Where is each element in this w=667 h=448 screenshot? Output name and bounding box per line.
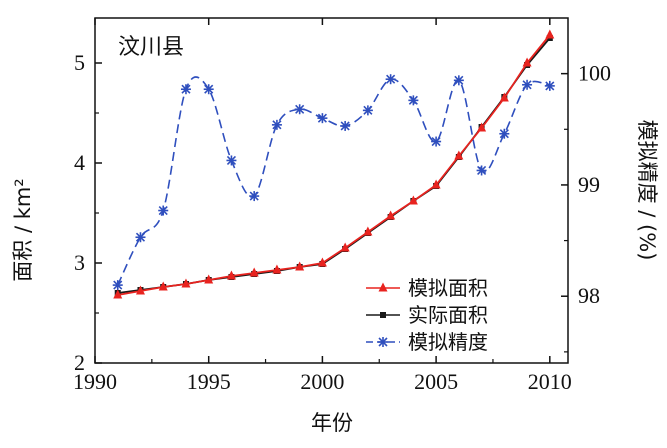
data-point <box>226 155 237 166</box>
data-point <box>180 84 191 95</box>
data-point <box>477 122 487 132</box>
legend-marker <box>380 312 386 318</box>
data-point <box>158 281 168 291</box>
x-tick-label: 2010 <box>528 369 572 394</box>
series-line <box>117 34 551 296</box>
data-point <box>158 205 169 216</box>
data-point <box>249 191 260 202</box>
y2-tick-label: 98 <box>578 283 600 308</box>
data-point <box>226 270 236 280</box>
data-point <box>295 261 305 271</box>
series-2 <box>114 35 553 296</box>
chart-title: 汶川县 <box>118 35 184 60</box>
data-point <box>454 150 464 160</box>
data-point <box>204 274 214 284</box>
data-point <box>544 80 555 91</box>
data-point <box>431 179 441 189</box>
data-point <box>249 267 259 277</box>
y2-tick-label: 99 <box>578 172 600 197</box>
data-point <box>203 84 214 95</box>
data-point <box>453 75 464 86</box>
series-line <box>117 76 550 286</box>
legend-label: 模拟精度 <box>408 330 488 354</box>
plot-frame <box>94 17 569 364</box>
y2-axis-title: 模拟精度 / (%) <box>635 120 659 261</box>
data-point <box>340 120 351 131</box>
data-point <box>408 195 418 205</box>
data-point <box>135 232 146 243</box>
data-point <box>522 79 533 90</box>
data-point <box>386 210 396 220</box>
data-point <box>271 119 282 130</box>
data-point <box>363 226 373 236</box>
data-point <box>317 113 328 124</box>
data-point <box>181 278 191 288</box>
data-point <box>113 289 123 299</box>
y-tick-label: 4 <box>74 150 85 175</box>
data-point <box>499 92 509 102</box>
y-tick-label: 2 <box>74 350 85 375</box>
data-point <box>317 257 327 267</box>
data-point <box>522 57 532 67</box>
data-point <box>362 105 373 116</box>
legend-item: 模拟精度 <box>366 330 488 354</box>
data-point <box>476 165 487 176</box>
legend-label: 实际面积 <box>408 303 488 327</box>
y-tick-label: 5 <box>74 50 85 75</box>
data-point <box>431 136 442 147</box>
data-point <box>340 242 350 252</box>
data-point <box>135 285 145 295</box>
y-axis-title: 面积 / km² <box>11 178 35 281</box>
legend-marker <box>378 282 388 292</box>
x-axis-title: 年份 <box>311 411 353 435</box>
y-tick-label: 3 <box>74 250 85 275</box>
x-tick-label: 2005 <box>414 369 458 394</box>
series-1 <box>113 29 555 299</box>
data-point <box>408 95 419 106</box>
data-point <box>294 104 305 115</box>
series-3 <box>112 74 555 291</box>
legend-marker <box>378 337 388 347</box>
legend-label: 模拟面积 <box>408 276 488 300</box>
data-point <box>385 74 396 85</box>
data-point <box>272 264 282 274</box>
data-point <box>545 29 555 39</box>
x-tick-label: 2000 <box>300 369 344 394</box>
data-point <box>499 128 510 139</box>
y2-tick-label: 100 <box>578 61 611 86</box>
data-point <box>112 280 123 291</box>
x-tick-label: 1995 <box>187 369 231 394</box>
legend-item: 实际面积 <box>366 303 488 327</box>
x-tick-label: 1990 <box>73 369 117 394</box>
legend-item: 模拟面积 <box>366 276 488 300</box>
